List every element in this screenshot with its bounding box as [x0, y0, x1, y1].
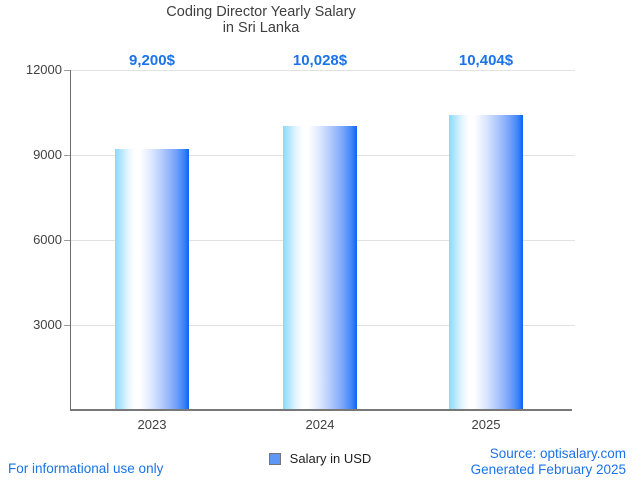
bar-2024[interactable] [283, 125, 357, 410]
value-label-2025: 10,404$ [458, 52, 514, 69]
source-link[interactable]: Source: optisalary.com [489, 446, 626, 461]
bar-2023[interactable] [115, 149, 189, 410]
legend: Salary in USD [0, 451, 640, 466]
bar-2025[interactable] [449, 115, 523, 410]
y-axis-tick [64, 325, 70, 326]
gridline [70, 70, 575, 71]
y-axis-line [70, 70, 71, 410]
disclaimer-text: For informational use only [8, 461, 164, 476]
y-axis-label: 9000 [33, 147, 62, 162]
generated-date: Generated February 2025 [470, 461, 626, 477]
source-block: Source: optisalary.com Generated Februar… [471, 446, 626, 477]
x-axis-line [70, 409, 572, 411]
y-axis-tick [64, 155, 70, 156]
x-axis-label-2024: 2024 [305, 417, 335, 432]
chart-title-line1: Coding Director Yearly Salary [166, 4, 356, 20]
x-axis-label-2023: 2023 [137, 417, 167, 432]
y-axis-label: 12000 [25, 62, 62, 77]
value-label-2024: 10,028$ [292, 52, 348, 69]
y-axis-tick [64, 240, 70, 241]
x-axis-label-2025: 2025 [471, 417, 501, 432]
plot-area [70, 70, 575, 410]
value-label-2023: 9,200$ [129, 52, 175, 69]
y-axis-label: 3000 [33, 317, 62, 332]
legend-label: Salary in USD [289, 451, 372, 466]
legend-marker-icon [268, 452, 281, 465]
chart-title-line2: in Sri Lanka [222, 20, 300, 36]
y-axis-tick [64, 70, 70, 71]
y-axis-label: 6000 [33, 232, 62, 247]
chart-title: Coding Director Yearly Salary in Sri Lan… [0, 4, 522, 36]
